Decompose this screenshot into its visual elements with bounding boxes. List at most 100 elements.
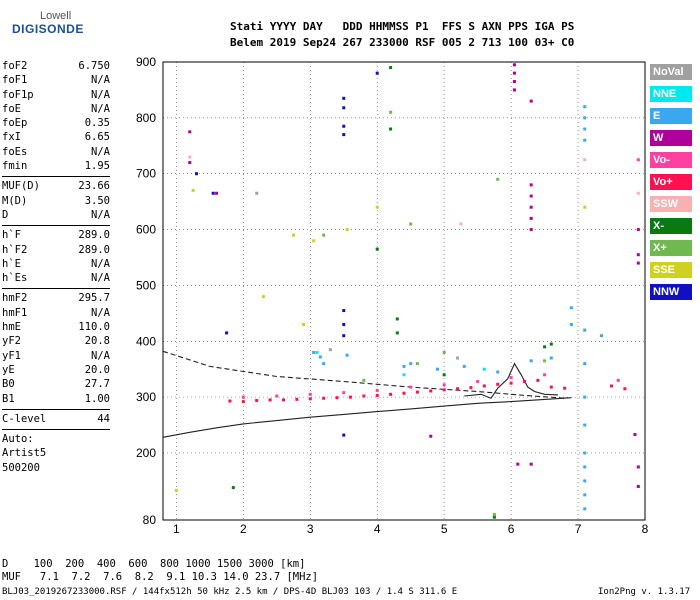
data-point — [342, 309, 346, 313]
param-row: yF1 N/A — [2, 350, 110, 364]
data-point — [275, 394, 279, 398]
param-row: hmE 110.0 — [2, 321, 110, 335]
data-point — [509, 381, 513, 385]
data-point — [512, 80, 516, 84]
data-point — [529, 183, 533, 187]
data-point — [569, 306, 573, 310]
data-point — [389, 392, 393, 396]
data-point — [435, 367, 439, 371]
version-label: Ion2Png v. 1.3.17 — [598, 587, 691, 597]
data-point — [543, 373, 547, 377]
data-point — [492, 515, 496, 519]
parameter-panel: foF2 6.750 foF1 N/A foF1p N/A foE N/A foEp 0.35 fx… — [2, 60, 110, 476]
param-name: foF2 — [2, 60, 28, 72]
data-point — [308, 392, 312, 396]
y-tick-label: 200 — [136, 446, 156, 460]
param-name: hmF2 — [2, 292, 28, 305]
param-value: N/A — [91, 257, 110, 270]
param-row: h`F 289.0 — [2, 229, 110, 243]
param-value: N/A — [91, 88, 110, 101]
param-name: hmE — [2, 321, 21, 334]
param-separator — [2, 288, 110, 290]
data-point — [395, 331, 399, 335]
data-point — [456, 387, 460, 391]
data-point — [375, 205, 379, 209]
data-point — [636, 484, 640, 488]
data-point — [636, 228, 640, 232]
param-name: hmF1 — [2, 306, 28, 319]
data-point — [188, 161, 192, 165]
data-point — [312, 239, 316, 243]
data-point — [302, 323, 306, 327]
param-name: C-level — [2, 412, 47, 425]
param-value: N/A — [91, 349, 110, 362]
distance-row: D 100 200 400 600 800 1000 1500 3000 [km… — [2, 558, 306, 570]
data-point — [636, 158, 640, 162]
data-point — [402, 391, 406, 395]
legend-item: X- — [650, 218, 692, 234]
data-point — [322, 362, 326, 366]
param-row: MUF(D) 23.66 — [2, 180, 110, 194]
param-row: foF1p N/A — [2, 89, 110, 103]
data-point — [512, 63, 516, 67]
param-value: N/A — [91, 102, 110, 115]
param-value: 110.0 — [78, 321, 110, 334]
param-separator — [2, 408, 110, 410]
data-point — [636, 253, 640, 257]
param-value: 3.50 — [84, 194, 110, 207]
data-point — [529, 228, 533, 232]
param-row: h`F2 289.0 — [2, 244, 110, 258]
param-value: 6.65 — [84, 131, 110, 144]
data-point — [335, 396, 339, 400]
data-point — [610, 384, 614, 388]
param-name: M(D) — [2, 194, 28, 207]
curve-virtual-height-solid — [162, 397, 572, 438]
data-point — [583, 205, 587, 209]
data-point — [549, 356, 553, 360]
data-point — [529, 194, 533, 198]
data-point — [543, 345, 547, 349]
data-point — [583, 328, 587, 332]
legend-item: W — [650, 130, 692, 146]
data-point — [563, 386, 567, 390]
data-point — [255, 191, 259, 195]
data-point — [429, 389, 433, 393]
data-point — [536, 378, 540, 382]
param-value: N/A — [91, 74, 110, 87]
param-name: fxI — [2, 131, 21, 144]
param-row: h`E N/A — [2, 258, 110, 272]
data-point — [529, 359, 533, 363]
auto-line: Artist5 — [2, 447, 47, 460]
param-name: foF1 — [2, 74, 28, 87]
param-value: 6.750 — [78, 60, 110, 72]
data-point — [496, 177, 500, 181]
header-columns: Stati YYYY DAY DDD HHMMSS P1 FFS S AXN P… — [230, 20, 575, 33]
data-point — [375, 71, 379, 75]
param-name: B0 — [2, 378, 15, 391]
param-row: hmF1 N/A — [2, 307, 110, 321]
data-point — [462, 364, 466, 368]
data-point — [342, 124, 346, 128]
data-point — [231, 486, 235, 490]
data-point — [476, 379, 480, 383]
data-point — [509, 376, 513, 380]
data-point — [389, 127, 393, 131]
logo-digisonde: DIGISONDE — [12, 22, 84, 36]
data-point — [315, 350, 319, 354]
data-point — [512, 71, 516, 75]
data-point — [268, 398, 272, 402]
data-point — [409, 385, 413, 389]
plot-frame — [162, 61, 646, 521]
legend-item: E — [650, 108, 692, 124]
legend-item: SSE — [650, 262, 692, 278]
data-point — [342, 334, 346, 338]
data-point — [442, 350, 446, 354]
data-point — [188, 130, 192, 134]
param-name: foEp — [2, 117, 28, 130]
data-point — [282, 398, 285, 402]
data-point — [583, 465, 587, 469]
param-row: foF1 N/A — [2, 74, 110, 88]
param-value: 20.8 — [84, 335, 110, 348]
param-name: foE — [2, 102, 21, 115]
data-point — [442, 373, 446, 377]
